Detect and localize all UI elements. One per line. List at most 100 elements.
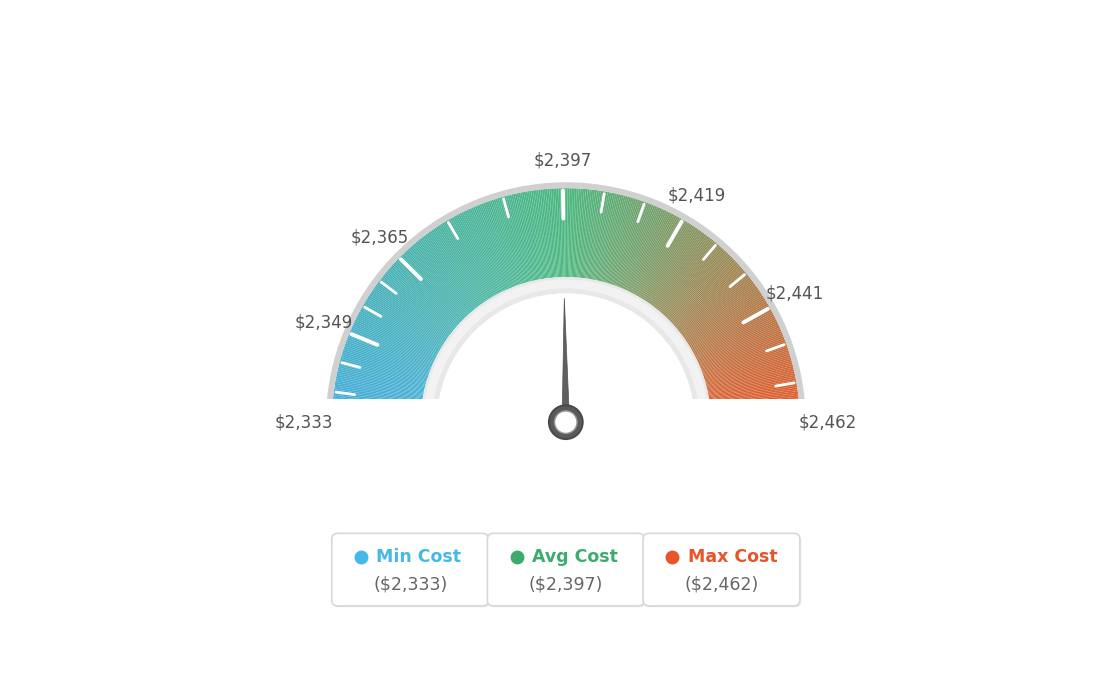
Wedge shape xyxy=(639,220,684,297)
Wedge shape xyxy=(573,188,578,277)
Wedge shape xyxy=(395,261,460,323)
Wedge shape xyxy=(646,226,696,302)
Wedge shape xyxy=(341,353,427,381)
Wedge shape xyxy=(699,329,782,366)
Wedge shape xyxy=(666,253,729,318)
Wedge shape xyxy=(338,369,424,391)
Wedge shape xyxy=(383,275,454,331)
Wedge shape xyxy=(702,341,786,373)
Wedge shape xyxy=(595,193,615,280)
Wedge shape xyxy=(519,193,538,280)
Wedge shape xyxy=(496,199,523,284)
Wedge shape xyxy=(505,196,529,282)
Wedge shape xyxy=(449,218,495,296)
Wedge shape xyxy=(396,259,461,322)
Wedge shape xyxy=(555,188,560,277)
Wedge shape xyxy=(626,209,664,290)
Wedge shape xyxy=(458,214,500,293)
Wedge shape xyxy=(348,335,432,368)
Wedge shape xyxy=(335,386,423,401)
Wedge shape xyxy=(688,295,764,344)
Wedge shape xyxy=(705,359,792,384)
Wedge shape xyxy=(456,215,499,294)
Wedge shape xyxy=(633,215,676,294)
Wedge shape xyxy=(362,306,439,351)
Wedge shape xyxy=(623,206,659,289)
Wedge shape xyxy=(399,257,464,320)
Wedge shape xyxy=(628,211,669,292)
Wedge shape xyxy=(673,265,740,326)
Wedge shape xyxy=(612,200,641,285)
Wedge shape xyxy=(701,339,785,372)
Wedge shape xyxy=(709,378,796,396)
Wedge shape xyxy=(368,297,444,346)
Wedge shape xyxy=(615,202,647,286)
Text: $2,462: $2,462 xyxy=(799,413,857,431)
Wedge shape xyxy=(594,193,613,280)
Wedge shape xyxy=(404,252,467,317)
Wedge shape xyxy=(679,276,750,333)
Wedge shape xyxy=(401,255,464,319)
Wedge shape xyxy=(358,313,437,355)
Wedge shape xyxy=(700,333,783,368)
Wedge shape xyxy=(570,188,573,277)
Text: Avg Cost: Avg Cost xyxy=(532,549,618,566)
Wedge shape xyxy=(332,419,421,421)
Wedge shape xyxy=(668,255,731,319)
Wedge shape xyxy=(517,193,537,280)
Wedge shape xyxy=(708,371,795,392)
Wedge shape xyxy=(710,400,799,410)
Wedge shape xyxy=(620,205,656,288)
Wedge shape xyxy=(463,211,503,292)
Wedge shape xyxy=(373,288,447,339)
Wedge shape xyxy=(592,192,609,279)
Wedge shape xyxy=(668,257,733,320)
Wedge shape xyxy=(550,188,556,277)
Wedge shape xyxy=(343,348,428,377)
Wedge shape xyxy=(448,219,493,297)
Wedge shape xyxy=(657,241,715,310)
Wedge shape xyxy=(697,319,777,359)
Wedge shape xyxy=(701,337,785,371)
Wedge shape xyxy=(606,197,633,283)
Wedge shape xyxy=(475,206,510,288)
Wedge shape xyxy=(353,322,435,362)
Wedge shape xyxy=(337,375,424,394)
Wedge shape xyxy=(661,246,722,314)
Wedge shape xyxy=(379,280,450,335)
Wedge shape xyxy=(418,239,475,310)
Wedge shape xyxy=(402,254,465,319)
Wedge shape xyxy=(682,282,754,336)
Wedge shape xyxy=(408,248,469,315)
Wedge shape xyxy=(437,293,694,422)
Wedge shape xyxy=(370,292,445,342)
Wedge shape xyxy=(651,233,704,306)
Wedge shape xyxy=(624,208,660,290)
FancyBboxPatch shape xyxy=(487,533,645,606)
Wedge shape xyxy=(468,209,506,290)
Text: Min Cost: Min Cost xyxy=(376,549,461,566)
Wedge shape xyxy=(363,303,440,349)
Wedge shape xyxy=(423,236,478,308)
Wedge shape xyxy=(669,258,734,321)
Wedge shape xyxy=(332,415,421,419)
Wedge shape xyxy=(333,397,422,407)
Wedge shape xyxy=(691,303,768,349)
Wedge shape xyxy=(487,201,518,286)
Wedge shape xyxy=(629,212,670,293)
Wedge shape xyxy=(339,364,425,387)
Wedge shape xyxy=(415,241,474,311)
Circle shape xyxy=(554,411,577,433)
Wedge shape xyxy=(429,230,482,304)
Wedge shape xyxy=(342,352,427,380)
Wedge shape xyxy=(710,402,799,411)
Wedge shape xyxy=(693,309,772,353)
Wedge shape xyxy=(540,189,551,278)
Wedge shape xyxy=(614,201,645,286)
Wedge shape xyxy=(667,254,730,319)
Wedge shape xyxy=(332,408,421,414)
Text: $2,441: $2,441 xyxy=(765,285,824,303)
Wedge shape xyxy=(423,279,709,422)
Wedge shape xyxy=(461,212,502,293)
Wedge shape xyxy=(707,368,794,389)
